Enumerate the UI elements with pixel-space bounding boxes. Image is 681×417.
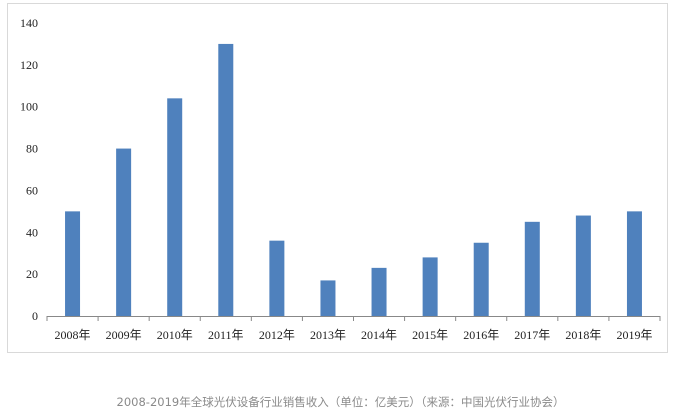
bar <box>371 267 387 316</box>
bar <box>320 280 336 316</box>
bar <box>473 242 489 316</box>
bar <box>422 257 438 316</box>
x-tick-label: 2014年 <box>361 328 397 342</box>
x-tick-label: 2008年 <box>55 328 91 342</box>
x-tick-label: 2009年 <box>106 328 142 342</box>
x-tick-label: 2010年 <box>157 328 193 342</box>
bar <box>626 211 642 316</box>
bar <box>575 215 591 316</box>
x-tick-label: 2017年 <box>514 328 550 342</box>
y-tick-label: 80 <box>26 142 38 156</box>
x-tick-label: 2011年 <box>208 328 244 342</box>
chart-caption: 2008-2019年全球光伏设备行业销售收入（单位：亿美元）（来源：中国光伏行业… <box>116 395 565 409</box>
y-tick-label: 0 <box>32 309 38 323</box>
bar <box>524 221 540 316</box>
x-tick-label: 2018年 <box>565 328 601 342</box>
y-tick-label: 20 <box>26 267 38 281</box>
y-tick-label: 60 <box>26 183 38 197</box>
x-tick-label: 2016年 <box>463 328 499 342</box>
bar <box>218 43 234 317</box>
x-tick-label: 2019年 <box>616 328 652 342</box>
x-tick-label: 2015年 <box>412 328 448 342</box>
y-tick-label: 140 <box>20 16 38 30</box>
y-tick-label: 40 <box>26 225 38 239</box>
x-tick-label: 2012年 <box>259 328 295 342</box>
bar <box>269 240 285 316</box>
bar-chart: 0 20 40 60 80 100 120 140 2008年 2009年 2010年 2011年 20… <box>20 16 661 342</box>
y-tick-label: 120 <box>20 58 38 72</box>
bar <box>65 211 81 316</box>
bar <box>167 98 183 316</box>
y-tick-label: 100 <box>20 100 38 114</box>
x-tick-label: 2013年 <box>310 328 346 342</box>
bar <box>116 148 132 316</box>
